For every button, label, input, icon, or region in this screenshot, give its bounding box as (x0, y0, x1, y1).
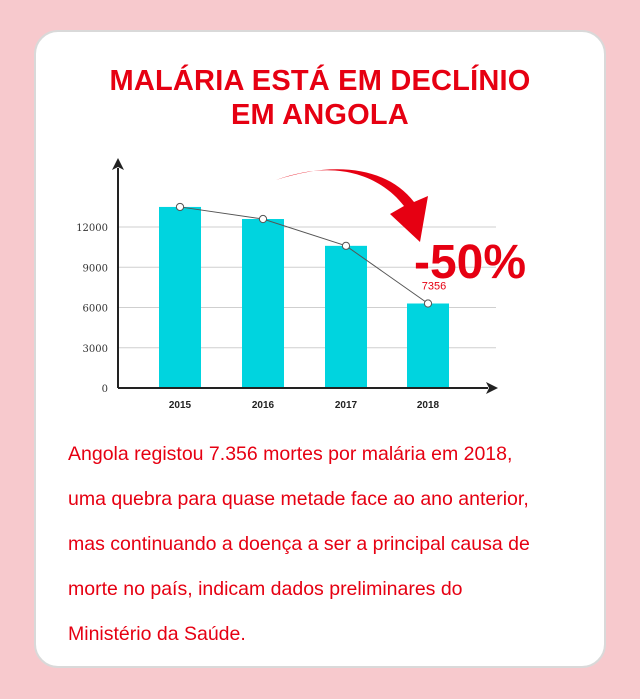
data-point (258, 214, 268, 224)
data-label: 7356 (422, 281, 446, 293)
bar (325, 245, 367, 388)
bar-chart: 0 3000 6000 9000 12000 2015 2016 2017 2018 7356-5… (76, 158, 526, 411)
y-tick-label: 6000 (83, 304, 108, 315)
description-line-4: morte no país, indicam dados preliminare… (68, 578, 463, 600)
x-tick-label: 2018 (417, 400, 440, 411)
bar (242, 219, 284, 388)
title-line-1: MALÁRIA ESTÁ EM DECLÍNIO (109, 65, 531, 97)
x-tick-label: 2016 (252, 400, 275, 411)
description-line-5: Ministério da Saúde. (68, 623, 246, 645)
y-axis-arrow-icon (112, 158, 124, 170)
title-line-2: EM ANGOLA (231, 99, 409, 131)
x-tick-label: 2017 (335, 400, 358, 411)
bar (407, 303, 449, 388)
y-tick-label: 3000 (83, 344, 108, 355)
page-title: MALÁRIA ESTÁ EM DECLÍNIO EM ANGOLA (36, 64, 604, 132)
bar (159, 206, 201, 388)
data-point (341, 241, 351, 250)
y-tick-label: 0 (102, 384, 108, 395)
description-line-3: mas continuando a doença a ser a princip… (68, 533, 530, 555)
data-point (423, 299, 433, 308)
infographic-card: MALÁRIA ESTÁ EM DECLÍNIO EM ANGOLA 0 3000… (34, 30, 606, 668)
y-tick-label: 12000 (76, 223, 108, 234)
x-tick-label: 2015 (169, 400, 192, 411)
data-point (175, 202, 185, 212)
description-line-1: Angola registou 7.356 mortes por malária… (68, 443, 513, 465)
trend-line (179, 206, 429, 304)
decline-arrow-icon (276, 169, 428, 242)
y-tick-label: 9000 (83, 263, 108, 274)
description-text: Angola registou 7.356 mortes por malária… (68, 432, 588, 657)
x-axis-arrow-icon (486, 382, 498, 394)
description-line-2: uma quebra para quase metade face ao ano… (68, 488, 529, 510)
decline-percentage: -50% (414, 236, 526, 289)
